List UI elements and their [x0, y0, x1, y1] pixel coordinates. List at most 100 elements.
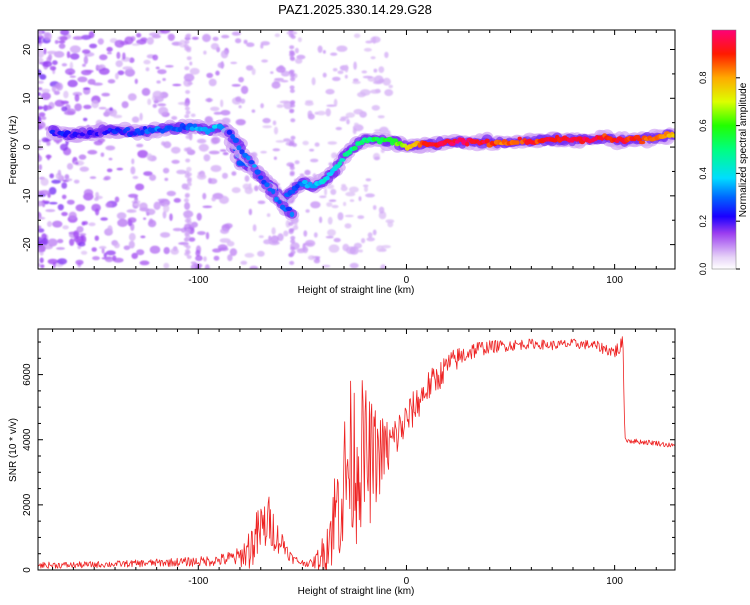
noise-blob — [75, 204, 86, 212]
noise-blob — [146, 153, 153, 161]
noise-blob — [113, 114, 123, 119]
noise-blob — [54, 99, 65, 107]
noise-blob — [100, 217, 108, 221]
streak-blob — [289, 260, 295, 265]
ridge-blob — [391, 138, 399, 143]
noise-blob — [152, 90, 163, 99]
noise-blob — [208, 150, 220, 155]
noise-blob — [243, 39, 248, 45]
noise-blob — [373, 68, 378, 73]
noise-blob — [219, 195, 229, 204]
noise-blob — [98, 67, 110, 75]
colorbar-gradient — [712, 30, 736, 269]
noise-blob — [196, 138, 207, 144]
noise-blob — [331, 204, 339, 209]
noise-blob — [215, 70, 220, 76]
noise-blob — [73, 179, 80, 184]
noise-blob — [61, 106, 68, 112]
noise-blob — [251, 68, 256, 76]
noise-blob — [39, 257, 44, 264]
noise-blob — [38, 37, 42, 44]
noise-blob — [121, 101, 129, 109]
ridge-blob — [671, 133, 675, 138]
noise-blob — [61, 63, 68, 67]
noise-blob — [226, 240, 235, 247]
noise-blob — [116, 212, 127, 220]
snr-x-axis-label: Height of straight line (km) — [298, 586, 415, 597]
noise-blob — [276, 104, 284, 108]
streak-blob — [288, 33, 294, 38]
streak-blob — [290, 52, 296, 57]
noise-blob — [366, 237, 376, 242]
noise-blob — [325, 108, 331, 117]
noise-blob — [66, 178, 73, 182]
noise-blob — [231, 187, 241, 194]
branch-blob — [289, 211, 295, 218]
noise-blob — [271, 227, 276, 235]
noise-blob — [210, 43, 219, 50]
noise-blob — [387, 221, 394, 228]
noise-blob — [38, 200, 44, 207]
spectrogram-ridge — [45, 118, 675, 221]
y-tick-label: -10 — [22, 188, 33, 203]
noise-blob — [69, 61, 74, 70]
noise-blob — [203, 154, 211, 162]
noise-blob — [143, 217, 147, 220]
noise-blob — [202, 33, 211, 43]
noise-blob — [52, 60, 58, 66]
noise-blob — [161, 141, 166, 146]
streak-blob — [185, 90, 191, 94]
noise-blob — [295, 58, 303, 64]
noise-blob — [136, 143, 144, 148]
streak-blob — [184, 102, 190, 107]
noise-blob — [76, 226, 84, 233]
noise-blob — [40, 62, 44, 65]
noise-blob — [152, 103, 157, 108]
noise-blob — [285, 219, 291, 228]
noise-blob — [374, 156, 381, 161]
noise-blob — [340, 185, 348, 192]
noise-blob — [367, 232, 373, 238]
noise-blob — [124, 36, 134, 45]
streak-blob — [290, 118, 296, 123]
noise-blob — [41, 237, 49, 246]
noise-blob — [277, 233, 284, 242]
noise-blob — [379, 126, 389, 134]
noise-blob — [370, 89, 381, 94]
noise-blob — [353, 108, 364, 115]
noise-blob — [49, 66, 57, 71]
noise-blob — [88, 31, 95, 39]
streak-blob — [290, 57, 296, 62]
noise-blob — [41, 116, 47, 121]
noise-blob — [97, 38, 104, 45]
noise-blob — [195, 266, 201, 269]
noise-blob — [79, 233, 87, 236]
noise-blob — [77, 76, 88, 83]
noise-blob — [66, 163, 74, 170]
noise-blob — [380, 264, 387, 269]
noise-blob — [189, 61, 193, 66]
noise-blob — [41, 61, 53, 68]
y-tick-label: 6000 — [22, 363, 33, 386]
noise-blob — [260, 103, 264, 109]
noise-blob — [83, 189, 94, 197]
noise-blob — [377, 115, 385, 119]
noise-blob — [328, 199, 337, 202]
noise-blob — [372, 229, 377, 236]
streak-blob — [185, 34, 190, 39]
snr-frame — [37, 328, 676, 571]
noise-blob — [100, 152, 105, 157]
noise-blob — [74, 94, 80, 102]
noise-blob — [53, 90, 60, 96]
noise-blob — [61, 182, 68, 189]
noise-blob — [260, 150, 267, 154]
noise-blob — [217, 62, 225, 69]
noise-blob — [271, 81, 281, 89]
noise-blob — [326, 104, 337, 107]
noise-blob — [57, 169, 62, 176]
branch-blob — [264, 182, 270, 188]
noise-blob — [321, 264, 331, 268]
noise-blob — [270, 71, 274, 74]
